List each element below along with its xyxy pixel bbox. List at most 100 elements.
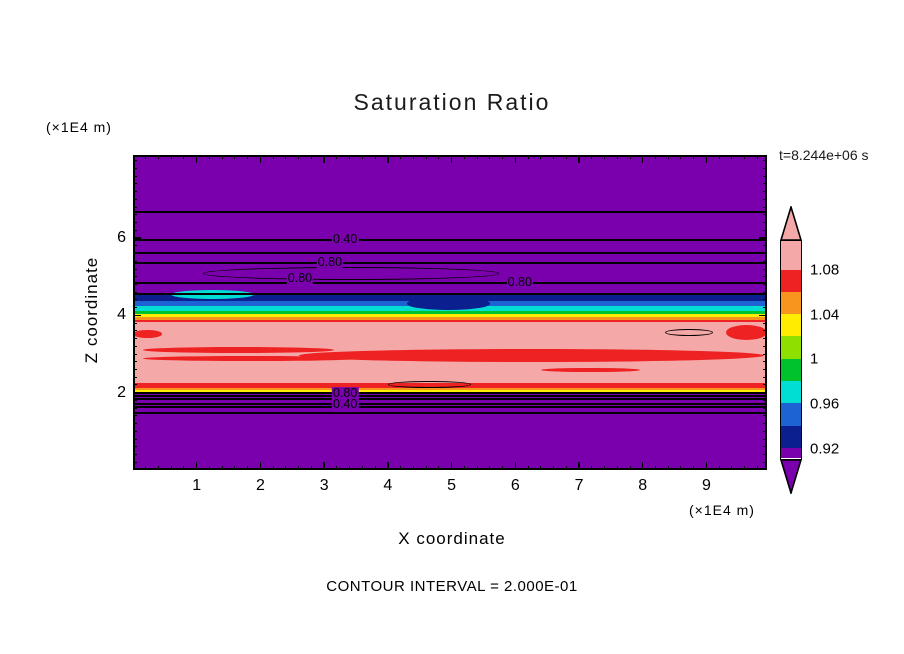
contour-blob — [142, 355, 360, 361]
z-axis-tick — [133, 198, 137, 200]
x-axis-tick — [667, 155, 669, 159]
x-tick-label: 8 — [638, 477, 648, 494]
contour-label: 0.80 — [506, 275, 533, 290]
colorbar-tick-label: 0.92 — [810, 440, 840, 457]
x-axis-tick — [693, 155, 695, 159]
z-axis-tick — [133, 330, 137, 332]
contour-band — [133, 391, 767, 470]
z-axis-tick — [133, 353, 137, 355]
x-axis-tick — [527, 466, 529, 470]
z-axis-tick — [763, 175, 767, 177]
z-axis-tick — [763, 299, 767, 301]
closed-contour-line — [203, 267, 500, 281]
x-axis-tick — [514, 155, 517, 163]
closed-contour-line — [387, 380, 471, 389]
x-axis-tick — [629, 466, 631, 470]
z-axis-tick — [763, 430, 767, 432]
x-axis-tick — [298, 466, 300, 470]
x-axis-tick — [208, 466, 210, 470]
x-axis-tick — [578, 462, 580, 470]
z-axis-tick — [133, 191, 137, 193]
x-axis-tick — [272, 466, 274, 470]
colorbar-segment — [781, 403, 801, 426]
x-tick-label: 4 — [383, 477, 393, 494]
contour-band — [133, 313, 767, 317]
x-axis-tick — [247, 155, 249, 159]
colorbar-segment — [781, 425, 801, 448]
z-axis-tick — [759, 237, 767, 239]
x-axis-tick — [234, 466, 236, 470]
z-axis-tick — [763, 229, 767, 231]
x-tick-label: 9 — [702, 477, 711, 494]
z-axis-tick — [763, 222, 767, 224]
z-axis-tick — [763, 461, 767, 463]
x-axis-tick — [604, 155, 606, 159]
colorbar — [780, 206, 802, 496]
contour-band — [133, 311, 767, 314]
x-axis-tick — [641, 155, 644, 163]
contour-label: 0.80 — [332, 385, 359, 401]
x-axis-tick — [502, 155, 504, 159]
z-axis-tick — [763, 407, 767, 409]
x-axis-tick — [578, 155, 580, 163]
x-axis-tick — [438, 155, 440, 159]
contour-label: 0.40 — [332, 397, 359, 412]
x-axis-tick — [310, 155, 312, 159]
x-axis-tick — [604, 466, 606, 470]
contour-line — [133, 398, 767, 400]
x-axis-tick — [285, 466, 287, 470]
x-axis-tick — [349, 155, 351, 159]
x-axis-tick — [400, 155, 402, 159]
z-axis-tick — [133, 399, 137, 401]
x-axis-tick — [412, 466, 414, 470]
x-axis-tick — [756, 155, 758, 159]
z-axis-tick — [763, 260, 767, 262]
x-tick-label: 2 — [255, 477, 265, 494]
contour-band — [133, 319, 767, 322]
z-axis-tick — [133, 423, 137, 425]
z-axis-tick — [763, 338, 767, 340]
z-axis-tick — [133, 229, 137, 231]
x-tick-label: 5 — [447, 477, 457, 494]
x-axis-tick — [731, 155, 733, 159]
x-axis-tick — [349, 466, 351, 470]
x-axis-tick — [654, 466, 656, 470]
z-axis-tick — [763, 206, 767, 208]
z-axis-tick — [763, 353, 767, 355]
z-axis-tick — [763, 438, 767, 440]
x-axis-tick — [553, 466, 555, 470]
x-axis-tick — [400, 466, 402, 470]
z-axis-tick — [133, 175, 137, 177]
x-axis-tick — [540, 466, 542, 470]
x-axis-unit-label: (×1E4 m) — [689, 502, 755, 518]
z-axis-tick — [133, 361, 137, 363]
x-axis-tick — [744, 155, 746, 159]
z-axis-tick — [133, 160, 137, 162]
x-tick-label: 3 — [319, 477, 329, 494]
z-axis-tick — [133, 322, 137, 324]
z-axis-tick — [763, 291, 767, 293]
colorbar-segment — [781, 314, 801, 337]
z-axis-tick — [133, 376, 137, 378]
z-axis-tick — [763, 168, 767, 170]
chart-title: Saturation Ratio — [353, 89, 551, 115]
x-axis-tick — [323, 462, 325, 470]
x-axis-tick — [514, 462, 517, 470]
x-axis-tick — [502, 466, 504, 470]
colorbar-bottom-arrow-icon — [780, 460, 802, 494]
z-axis-tick — [133, 260, 137, 262]
y-tick-label: 2 — [117, 383, 126, 401]
z-axis-tick — [133, 407, 137, 409]
z-axis-tick — [763, 268, 767, 270]
contour-line — [133, 252, 767, 254]
z-axis-tick — [763, 214, 767, 216]
contour-label: 0.80 — [316, 254, 344, 270]
contour-line — [133, 406, 767, 408]
contour-band — [133, 316, 767, 320]
z-axis-tick — [763, 446, 767, 448]
x-axis-tick — [591, 466, 593, 470]
z-axis-tick — [763, 160, 767, 162]
x-axis-tick — [336, 155, 338, 159]
x-axis-tick — [565, 466, 567, 470]
